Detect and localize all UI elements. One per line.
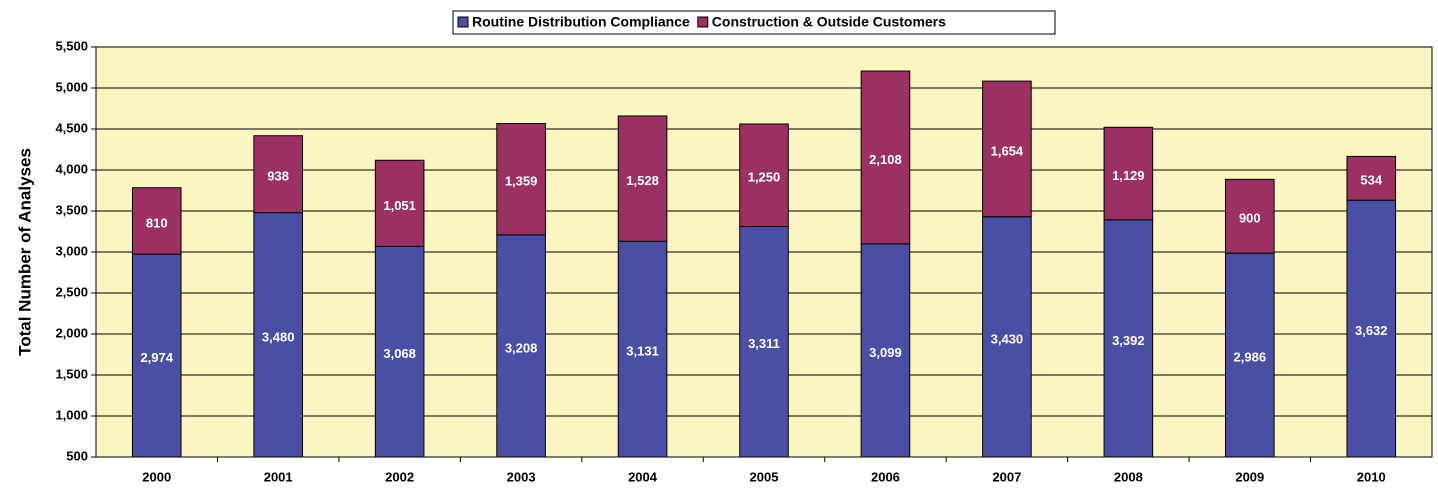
data-label: 3,632 — [1355, 323, 1388, 338]
bar-segment — [982, 80, 1032, 218]
y-tick-label: 1,000 — [55, 407, 88, 422]
y-tick-label: 3,500 — [55, 202, 88, 217]
y-tick-label: 1,500 — [55, 366, 88, 381]
bar-segment — [1346, 199, 1397, 458]
y-tick-label: 2,000 — [55, 325, 88, 340]
data-label: 3,208 — [505, 340, 538, 355]
bar-segment — [496, 123, 546, 236]
x-tick-label: 2005 — [750, 469, 779, 484]
bar-segment — [374, 245, 425, 458]
bar-segment — [253, 212, 303, 458]
x-tick-label: 2007 — [992, 469, 1021, 484]
y-axis-label: Total Number of Analyses — [15, 148, 34, 356]
y-tick-label: 5,000 — [55, 79, 88, 94]
data-label: 3,068 — [383, 346, 416, 361]
legend-swatch — [457, 16, 469, 28]
x-tick-label: 2001 — [264, 469, 293, 484]
bar-segment — [374, 159, 425, 247]
x-tick-label: 2009 — [1235, 469, 1264, 484]
data-label: 3,392 — [1112, 333, 1145, 348]
data-label: 3,131 — [626, 344, 659, 359]
bar-segment — [1103, 219, 1154, 458]
bar-segment — [1225, 178, 1275, 254]
y-tick-label: 4,000 — [55, 161, 88, 176]
bar-segment — [982, 216, 1032, 458]
y-tick-label: 3,000 — [55, 243, 88, 258]
y-tick-label: 500 — [66, 448, 88, 463]
legend-box — [452, 10, 1056, 35]
data-label: 1,528 — [626, 173, 659, 188]
data-label: 3,480 — [262, 329, 295, 344]
bar-segment — [496, 234, 546, 458]
legend-label: Construction & Outside Customers — [712, 14, 946, 30]
legend-swatch — [697, 16, 709, 28]
data-label: 1,129 — [1112, 168, 1145, 183]
data-label: 2,986 — [1234, 350, 1267, 365]
data-label: 2,974 — [140, 350, 173, 365]
y-tick-label: 4,500 — [55, 120, 88, 135]
bar-segment — [860, 70, 911, 245]
x-tick-label: 2010 — [1357, 469, 1386, 484]
x-tick-label: 2003 — [507, 469, 536, 484]
bar-segment — [1346, 155, 1397, 201]
x-tick-label: 2006 — [871, 469, 900, 484]
bar-segment — [131, 187, 182, 255]
data-label: 810 — [146, 215, 168, 230]
data-label: 938 — [267, 169, 289, 184]
data-label: 2,108 — [869, 152, 902, 167]
legend-label: Routine Distribution Compliance — [472, 14, 690, 30]
data-label: 3,099 — [869, 345, 902, 360]
bar-segment — [739, 225, 789, 458]
data-label: 1,654 — [991, 143, 1024, 158]
data-label: 534 — [1360, 173, 1382, 188]
bar-segment — [1225, 252, 1275, 458]
x-tick-label: 2004 — [628, 469, 658, 484]
y-tick-label: 5,500 — [55, 38, 88, 53]
data-label: 3,430 — [991, 331, 1024, 346]
x-tick-label: 2000 — [142, 469, 171, 484]
bar-segment — [253, 135, 303, 214]
bar-segment — [860, 243, 911, 458]
data-label: 900 — [1239, 211, 1261, 226]
data-label: 1,051 — [383, 198, 416, 213]
y-tick-label: 2,500 — [55, 284, 88, 299]
data-label: 1,250 — [748, 170, 781, 185]
data-label: 1,359 — [505, 174, 538, 189]
data-label: 3,311 — [748, 336, 780, 351]
x-tick-label: 2008 — [1114, 469, 1143, 484]
bar-segment — [739, 123, 789, 227]
bar-segment — [1103, 126, 1154, 221]
bar-segment — [617, 240, 668, 458]
bar-segment — [617, 115, 668, 242]
bar-segment — [131, 253, 182, 458]
x-tick-label: 2002 — [385, 469, 414, 484]
